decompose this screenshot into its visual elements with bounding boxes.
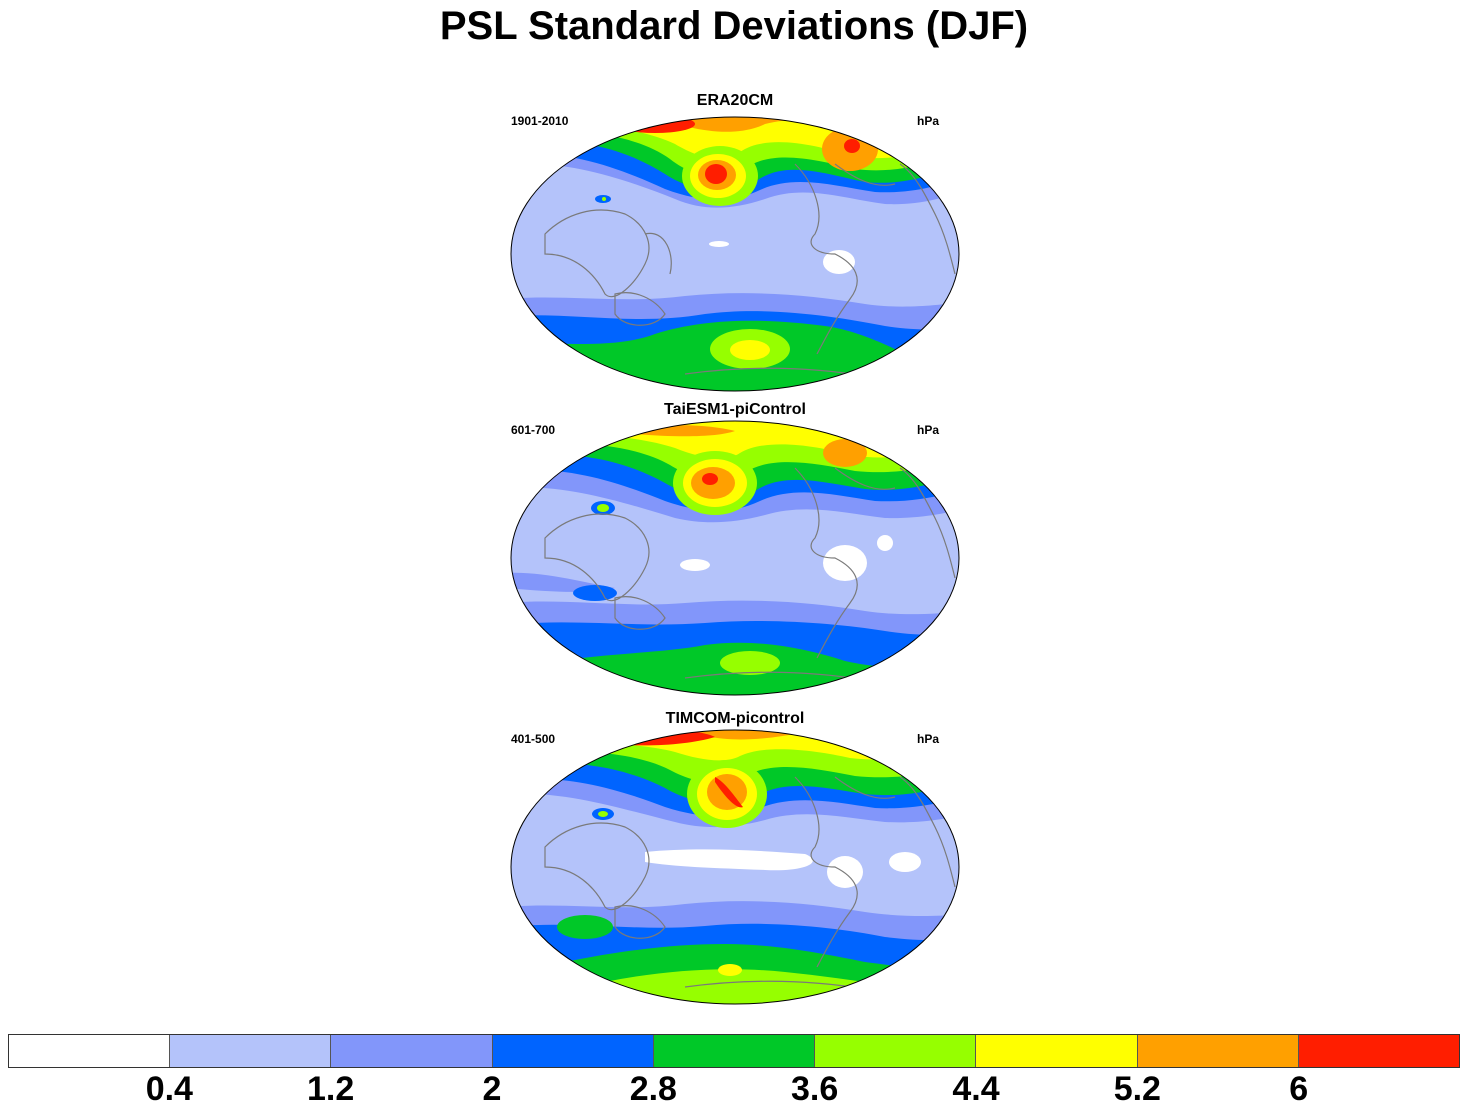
projected-map xyxy=(510,729,960,1005)
map-panel-taiesm1-picontrol: TaiESM1-piControl 601-700 hPa xyxy=(505,401,965,713)
colorbar-tick-label: 4.4 xyxy=(952,1070,1000,1108)
panel-units: hPa xyxy=(916,423,939,437)
colorbar-tick-label: 3.6 xyxy=(791,1070,839,1108)
panel-period: 601-700 xyxy=(511,423,556,437)
colorbar-swatch xyxy=(976,1035,1138,1067)
colorbar-swatch xyxy=(1298,1035,1459,1067)
colorbar-swatch xyxy=(653,1035,816,1067)
panel-units: hPa xyxy=(916,732,939,746)
colorbar-swatch xyxy=(815,1035,977,1067)
colorbar-tick-label: 2.8 xyxy=(629,1070,677,1108)
panel-period: 1901-2010 xyxy=(511,114,569,128)
projected-map xyxy=(510,420,960,696)
map-panel-timcom-picontrol: TIMCOM-picontrol 401-500 hPa xyxy=(505,710,965,1022)
colorbar-tick-label: 0.4 xyxy=(145,1070,193,1108)
panel-period: 401-500 xyxy=(511,732,556,746)
figure-title: PSL Standard Deviations (DJF) xyxy=(439,4,1029,48)
colorbar-swatch xyxy=(492,1035,654,1067)
colorbar-tick-label: 5.2 xyxy=(1113,1070,1161,1108)
panel-title: ERA20CM xyxy=(696,92,774,109)
map-panel-era20cm: ERA20CM 1901-2010 hPa xyxy=(505,92,965,404)
colorbar-tick-label: 2 xyxy=(482,1070,502,1108)
colorbar-swatch xyxy=(1137,1035,1299,1067)
panel-title: TaiESM1-piControl xyxy=(664,401,806,418)
projected-map xyxy=(510,116,960,392)
panel-title: TIMCOM-picontrol xyxy=(665,710,805,727)
colorbar-swatch xyxy=(9,1035,171,1067)
colorbar-swatch xyxy=(331,1035,493,1067)
colorbar-swatch xyxy=(170,1035,332,1067)
colorbar xyxy=(8,1034,1460,1068)
colorbar-tick-label: 6 xyxy=(1289,1070,1309,1108)
panel-units: hPa xyxy=(916,114,939,128)
colorbar-tick-label: 1.2 xyxy=(307,1070,355,1108)
